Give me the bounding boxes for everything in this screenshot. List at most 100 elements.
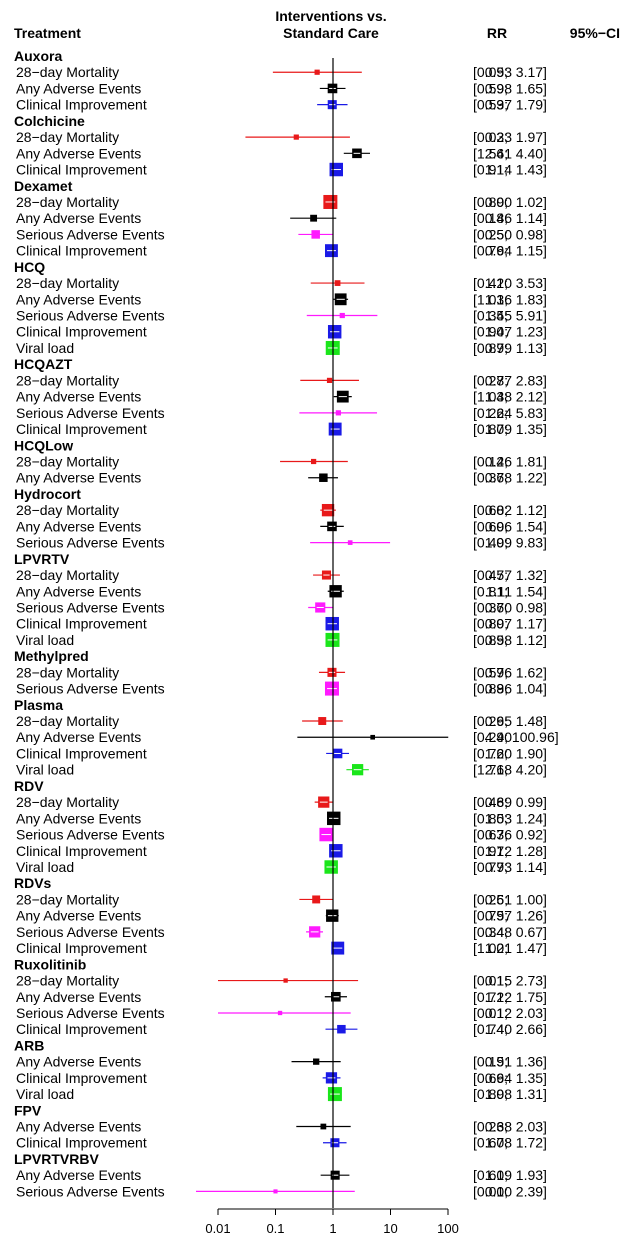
- ci-value: [0.37; 1.22]: [473, 470, 547, 486]
- row-plasma-viral-load: Viral load 2.68[1.71; 4.20]: [16, 762, 547, 778]
- ci-value: [0.26; 1.00]: [473, 891, 547, 907]
- row-plasma-any-adverse-events: Any Adverse Events 4.90[0.24; 100.96]: [16, 729, 559, 745]
- ci-value: [1.54; 4.40]: [473, 145, 547, 161]
- rr-value: 0.46: [485, 454, 512, 470]
- ci-value: [0.25; 0.98]: [473, 226, 547, 242]
- point-estimate: [326, 377, 333, 383]
- group-label-hydrocort: Hydrocort: [14, 486, 81, 502]
- treatment-header: Treatment: [14, 25, 81, 41]
- ci-value: [0.34; 0.67]: [473, 924, 547, 940]
- outcome-label: 28−day Mortality: [16, 664, 119, 680]
- outcome-label: Any Adverse Events: [16, 291, 141, 307]
- x-tick-label: 100: [437, 1221, 459, 1236]
- ci-value: [0.91; 1.43]: [473, 162, 547, 178]
- ci-value: [1.00; 1.47]: [473, 940, 547, 956]
- row-lpvrtv-28-day-mortality: 28−day Mortality 0.77[0.45; 1.32]: [16, 567, 547, 583]
- outcome-label: 28−day Mortality: [16, 973, 119, 989]
- rr-value: 2.61: [485, 145, 512, 161]
- rr-value: 0.60: [485, 599, 512, 615]
- rr-value: 2.68: [485, 762, 512, 778]
- rr-value: 0.15: [485, 973, 512, 989]
- point-estimate: [273, 1189, 278, 1194]
- rr-value: 1.03: [485, 810, 512, 826]
- outcome-label: Viral load: [16, 859, 74, 875]
- row-dexamet-serious-adverse-events: Serious Adverse Events 0.50[0.25; 0.98]: [16, 226, 547, 242]
- row-arb-any-adverse-events: Any Adverse Events 0.51[0.19; 1.36]: [16, 1054, 547, 1070]
- rr-value: 0.96: [485, 664, 512, 680]
- rr-value: 0.98: [485, 632, 512, 648]
- rr-value: 0.68: [485, 470, 512, 486]
- rr-value: 1.12: [485, 843, 512, 859]
- rr-value: 1.20: [485, 745, 512, 761]
- outcome-label: 28−day Mortality: [16, 502, 119, 518]
- ci-value: [0.29; 1.48]: [473, 713, 547, 729]
- row-lpvrtvrbv-serious-adverse-events: Serious Adverse Events 0.10[0.00; 2.39]: [16, 1183, 547, 1199]
- row-colchicine-clinical-improvement: Clinical Improvement 1.14[0.91; 1.43]: [16, 162, 547, 178]
- rr-value: 0.10: [485, 1183, 512, 1199]
- rr-value: 0.53: [485, 64, 512, 80]
- group-label-plasma: Plasma: [14, 697, 63, 713]
- outcome-label: Viral load: [16, 762, 74, 778]
- ci-value: [0.40; 9.83]: [473, 535, 547, 551]
- rr-value: 1.20: [485, 275, 512, 291]
- row-rdvs-serious-adverse-events: Serious Adverse Events 0.48[0.34; 0.67]: [16, 924, 547, 940]
- outcome-label: Clinical Improvement: [16, 162, 147, 178]
- ci-value: [0.85; 1.24]: [473, 810, 547, 826]
- point-estimate: [370, 734, 376, 740]
- ci-value: [0.63; 0.92]: [473, 827, 547, 843]
- group-label-auxora: Auxora: [14, 48, 62, 64]
- outcome-label: Any Adverse Events: [16, 470, 141, 486]
- point-estimate: [339, 312, 345, 319]
- rr-value: 0.48: [485, 924, 512, 940]
- rr-value: 0.97: [485, 908, 512, 924]
- ci-value: [0.35; 5.91]: [473, 308, 547, 324]
- ci-value: [0.97; 1.28]: [473, 843, 547, 859]
- ci-value: [0.19; 1.36]: [473, 1054, 547, 1070]
- outcome-label: Any Adverse Events: [16, 210, 141, 226]
- interventions-header-line1: Interventions vs.: [275, 8, 386, 24]
- x-tick-label: 0.01: [205, 1221, 230, 1236]
- row-rdvs-28-day-mortality: 28−day Mortality 0.51[0.26; 1.00]: [16, 891, 547, 907]
- point-estimate: [312, 895, 321, 904]
- row-arb-viral-load: Viral load 1.08[0.89; 1.31]: [16, 1086, 547, 1102]
- row-rdv-serious-adverse-events: Serious Adverse Events 0.76[0.63; 0.92]: [16, 827, 547, 843]
- group-label-methylpred: Methylpred: [14, 648, 89, 664]
- ci-value: [0.12; 1.81]: [473, 454, 547, 470]
- rr-value: 1.14: [485, 162, 512, 178]
- outcome-label: Any Adverse Events: [16, 1167, 141, 1183]
- rr-value: 0.87: [485, 372, 512, 388]
- ci-value: [0.27; 2.83]: [473, 372, 547, 388]
- row-hcq-any-adverse-events: Any Adverse Events 1.36[1.01; 1.83]: [16, 291, 547, 307]
- ci-value: [0.88; 1.04]: [473, 681, 547, 697]
- row-hydrocort-28-day-mortality: 28−day Mortality 0.82[0.60; 1.12]: [16, 502, 547, 518]
- outcome-label: Viral load: [16, 1086, 74, 1102]
- point-estimate: [320, 1123, 327, 1130]
- group-label-rdvs: RDVs: [14, 875, 52, 891]
- point-estimate: [334, 280, 341, 286]
- rr-value: 0.99: [485, 340, 512, 356]
- point-estimate: [337, 1024, 346, 1034]
- ci-value: [0.80; 1.02]: [473, 194, 547, 210]
- group-label-rdv: RDV: [14, 778, 44, 794]
- ci-value: [0.76; 1.90]: [473, 745, 547, 761]
- outcome-label: Clinical Improvement: [16, 1021, 147, 1037]
- rr-value: 1.09: [485, 1167, 512, 1183]
- rr-header: RR: [487, 25, 507, 41]
- outcome-label: Any Adverse Events: [16, 729, 141, 745]
- rr-value: 0.96: [485, 518, 512, 534]
- outcome-label: Viral load: [16, 340, 74, 356]
- group-label-hcqlow: HCQLow: [14, 437, 73, 453]
- rr-value: 1.36: [485, 291, 512, 307]
- ci-value: [0.89; 1.31]: [473, 1086, 547, 1102]
- row-dexamet-any-adverse-events: Any Adverse Events 0.46[0.18; 1.14]: [16, 210, 547, 226]
- rr-value: 0.93: [485, 859, 512, 875]
- outcome-label: Clinical Improvement: [16, 421, 147, 437]
- point-estimate: [310, 214, 318, 222]
- row-rdvs-any-adverse-events: Any Adverse Events 0.97[0.75; 1.26]: [16, 908, 547, 924]
- ci-value: [0.77; 1.14]: [473, 859, 547, 875]
- rr-value: 0.23: [485, 129, 512, 145]
- row-ruxolitinib-serious-adverse-events: Serious Adverse Events 0.12[0.01; 2.03]: [16, 1005, 547, 1021]
- outcome-label: Clinical Improvement: [16, 616, 147, 632]
- row-plasma-clinical-improvement: Clinical Improvement 1.20[0.76; 1.90]: [16, 745, 547, 761]
- ci-value: [0.53; 1.79]: [473, 97, 547, 113]
